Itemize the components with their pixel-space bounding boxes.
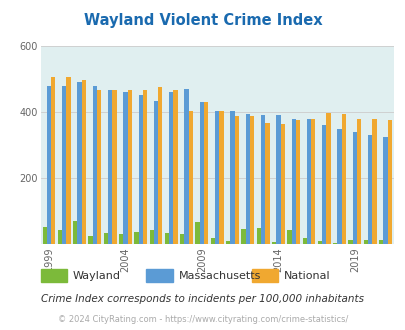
Bar: [249, 116, 254, 244]
Bar: [169, 92, 173, 244]
Bar: [382, 137, 387, 244]
Bar: [173, 90, 177, 244]
Bar: [367, 135, 371, 244]
Bar: [104, 233, 108, 244]
Bar: [51, 77, 55, 244]
Bar: [226, 241, 230, 244]
Bar: [158, 87, 162, 244]
Bar: [286, 230, 291, 244]
Text: National: National: [284, 271, 330, 280]
Bar: [88, 236, 92, 244]
Bar: [62, 86, 66, 244]
Bar: [241, 229, 245, 244]
Bar: [275, 115, 280, 244]
Bar: [234, 116, 238, 244]
Bar: [47, 86, 51, 244]
Bar: [356, 119, 360, 244]
Bar: [164, 233, 169, 244]
Bar: [195, 222, 199, 244]
Bar: [184, 89, 188, 244]
Bar: [256, 228, 260, 244]
Bar: [73, 221, 77, 244]
Bar: [188, 111, 192, 244]
Bar: [138, 95, 143, 244]
Bar: [123, 92, 127, 244]
Bar: [97, 90, 101, 244]
Bar: [387, 120, 391, 244]
Bar: [215, 111, 219, 244]
Bar: [149, 230, 153, 244]
Bar: [230, 111, 234, 244]
Bar: [77, 82, 81, 244]
Bar: [321, 125, 326, 244]
Bar: [204, 102, 208, 244]
Bar: [180, 234, 184, 244]
Bar: [260, 115, 264, 244]
Bar: [108, 90, 112, 244]
Bar: [43, 227, 47, 244]
Bar: [337, 129, 341, 244]
Bar: [134, 232, 138, 244]
Bar: [326, 113, 330, 244]
Bar: [317, 241, 321, 244]
Bar: [58, 230, 62, 244]
Bar: [295, 120, 299, 244]
Text: Massachusetts: Massachusetts: [178, 271, 260, 280]
Bar: [371, 119, 375, 244]
Bar: [127, 90, 132, 244]
Bar: [291, 119, 295, 244]
Bar: [310, 119, 315, 244]
Bar: [264, 123, 269, 244]
Bar: [306, 119, 310, 244]
Bar: [271, 242, 275, 244]
Bar: [92, 86, 97, 244]
Bar: [280, 124, 284, 244]
Bar: [245, 114, 249, 244]
Text: Crime Index corresponds to incidents per 100,000 inhabitants: Crime Index corresponds to incidents per…: [41, 294, 364, 304]
Bar: [378, 240, 382, 244]
Bar: [143, 90, 147, 244]
Text: © 2024 CityRating.com - https://www.cityrating.com/crime-statistics/: © 2024 CityRating.com - https://www.city…: [58, 315, 347, 324]
Bar: [119, 234, 123, 244]
Bar: [347, 240, 352, 244]
Bar: [112, 90, 116, 244]
Bar: [66, 77, 70, 244]
Text: Wayland: Wayland: [73, 271, 121, 280]
Bar: [199, 102, 204, 244]
Text: Wayland Violent Crime Index: Wayland Violent Crime Index: [83, 13, 322, 28]
Bar: [363, 240, 367, 244]
Bar: [219, 111, 223, 244]
Bar: [153, 101, 158, 244]
Bar: [332, 243, 337, 244]
Bar: [341, 114, 345, 244]
Bar: [210, 238, 215, 244]
Bar: [302, 238, 306, 244]
Bar: [81, 80, 86, 244]
Bar: [352, 132, 356, 244]
